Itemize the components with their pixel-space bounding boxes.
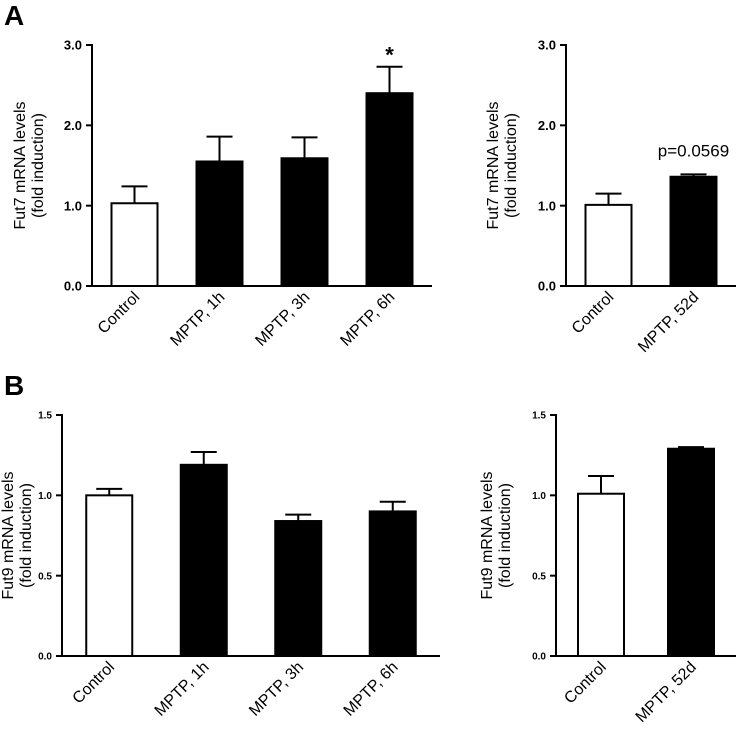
y-axis-title-line: Fut7 mRNA levels [12, 101, 29, 229]
y-tick-label: 0.0 [532, 652, 546, 663]
y-tick-label: 0.0 [38, 652, 52, 663]
y-axis-title-line: (fold induction) [30, 113, 47, 218]
y-tick-label: 1.5 [38, 411, 52, 422]
annotation-2: p=0.0569 [658, 141, 729, 160]
y-axis-title-line: (fold induction) [503, 113, 520, 218]
bar-1 [577, 492, 625, 657]
y-tick-label: 1.0 [64, 198, 82, 213]
bar-4 [368, 510, 417, 657]
y-tick-label: 2.0 [64, 118, 82, 133]
x-tick-label-3: MPTP, 3h [246, 659, 307, 720]
y-axis-title: Fut9 mRNA levels(fold induction) [0, 471, 35, 599]
y-tick-label: 3.0 [64, 38, 82, 53]
x-tick-label-2: MPTP, 1h [152, 659, 213, 720]
y-axis-title-line: Fut7 mRNA levels [485, 101, 502, 229]
x-tick-label-2: MPTP, 1h [167, 289, 228, 350]
bar-3 [280, 157, 329, 288]
bar-2 [669, 175, 718, 288]
x-tick-label-4: MPTP, 6h [341, 659, 402, 720]
y-axis-title-line: (fold induction) [18, 483, 35, 588]
chart-1: 0.0 1.0 2.0 3.0 Fut7 mRNA levels(fold induct… [12, 38, 432, 350]
y-tick-label: 0.5 [532, 571, 546, 582]
annotation-4: * [385, 43, 394, 68]
panel-label-a: A [4, 0, 25, 31]
y-axis-title: Fut7 mRNA levels(fold induction) [485, 101, 520, 229]
y-tick-label: 0.0 [64, 279, 82, 294]
y-axis-title-line: Fut9 mRNA levels [479, 471, 496, 599]
bar-2 [179, 463, 228, 657]
x-tick-label-1: Control [569, 289, 617, 337]
x-tick-label-4: MPTP, 6h [337, 289, 398, 350]
y-tick-label: 2.0 [538, 118, 556, 133]
bar-2 [195, 160, 244, 288]
bar-1 [110, 202, 159, 287]
bar-2 [667, 447, 715, 657]
y-tick-label: 3.0 [538, 38, 556, 53]
chart-2: 0.0 1.0 2.0 3.0 Fut7 mRNA levels(fold induct… [485, 38, 736, 356]
y-axis-title-line: (fold induction) [497, 483, 514, 588]
bar-3 [274, 520, 323, 657]
panel-label-b: B [4, 370, 25, 401]
x-tick-label-1: Control [70, 659, 118, 707]
chart-3: 0.0 0.5 1.0 1.5 Fut9 mRNA levels(fold induct… [0, 411, 440, 720]
y-axis-title: Fut9 mRNA levels(fold induction) [479, 471, 514, 599]
y-axis-title: Fut7 mRNA levels(fold induction) [12, 101, 47, 229]
bar-4 [365, 92, 414, 287]
x-tick-label-2: MPTP, 52d [635, 289, 702, 356]
y-tick-label: 1.5 [532, 411, 546, 422]
y-tick-label: 0.0 [538, 279, 556, 294]
bar-1 [85, 494, 134, 658]
x-tick-label-2: MPTP, 52d [633, 659, 700, 726]
y-axis-title-line: Fut9 mRNA levels [0, 471, 17, 599]
chart-4: 0.0 0.5 1.0 1.5 Fut9 mRNA levels(fold induct… [479, 411, 736, 726]
x-tick-label-1: Control [95, 289, 143, 337]
y-tick-label: 1.0 [532, 491, 546, 502]
y-tick-label: 1.0 [38, 491, 52, 502]
bar-1 [584, 203, 633, 287]
y-tick-label: 0.5 [38, 571, 52, 582]
x-tick-label-3: MPTP, 3h [252, 289, 313, 350]
x-tick-label-1: Control [561, 659, 609, 707]
y-tick-label: 1.0 [538, 198, 556, 213]
